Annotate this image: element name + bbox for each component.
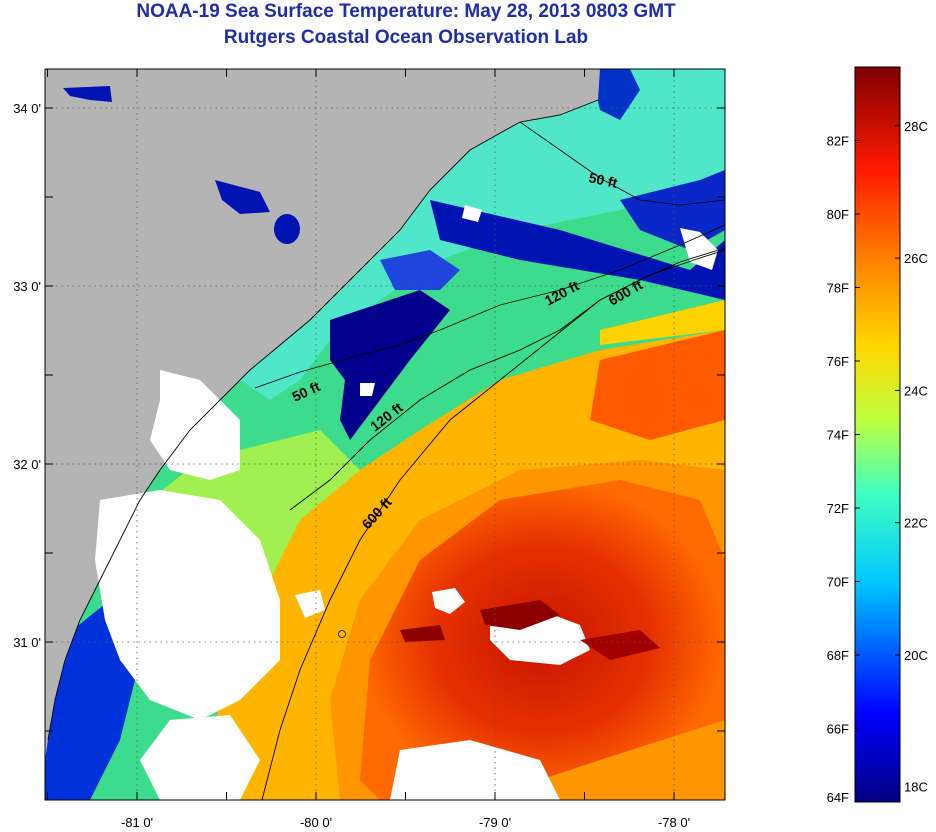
colorbar-c-label: 18C: [904, 779, 928, 794]
colorbar-c-label: 22C: [904, 516, 928, 531]
colorbar-f-label: 78F: [827, 281, 849, 296]
colorbar-c-label: 26C: [904, 251, 928, 266]
map-subtitle: Rutgers Coastal Ocean Observation Lab: [223, 27, 589, 48]
lon-tick-label: -80 0': [300, 815, 332, 830]
plot-frame: [44, 68, 726, 801]
colorbar: [854, 66, 901, 803]
colorbar-f-label: 64F: [827, 790, 849, 805]
contour-50ft-north: [519, 121, 725, 206]
lon-tick-label: -78 0': [658, 815, 690, 830]
colorbar-f-label: 82F: [827, 134, 849, 149]
axis-ticks: 34 0' 33 0' 32 0' 31 0' -81 0' -80 0' -79 0' -7…: [13, 69, 725, 830]
lat-tick-label: 31 0': [13, 635, 41, 650]
graticule: [45, 69, 725, 800]
contour-50ft-south: [254, 224, 725, 389]
colorbar-f-label: 66F: [827, 722, 849, 737]
colorbar-f-label: 74F: [827, 428, 849, 443]
map-title: NOAA-19 Sea Surface Temperature: May 28,…: [136, 1, 676, 22]
colorbar-f-label: 70F: [827, 575, 849, 590]
lat-tick-label: 32 0': [13, 457, 41, 472]
contour-label-50ft-north: 50 ft: [587, 169, 619, 191]
lon-tick-label: -81 0': [121, 815, 153, 830]
lat-tick-label: 33 0': [13, 279, 41, 294]
colorbar-c-label: 28C: [904, 119, 928, 134]
sst-image: [45, 69, 725, 800]
colorbar-f-label: 72F: [827, 501, 849, 516]
colorbar-f-label: 68F: [827, 648, 849, 663]
colorbar-c-label: 24C: [904, 383, 928, 398]
contour-600ft: [261, 249, 725, 800]
colorbar-f-label: 80F: [827, 207, 849, 222]
lat-tick-label: 34 0': [13, 101, 41, 116]
colorbar-labels: 82F 80F 78F 76F 74F 72F 70F 68F 66F 64F 28C 26C 24C 2…: [827, 119, 928, 805]
colorbar-c-label: 20C: [904, 648, 928, 663]
lon-tick-label: -79 0': [479, 815, 511, 830]
colorbar-f-label: 76F: [827, 354, 849, 369]
